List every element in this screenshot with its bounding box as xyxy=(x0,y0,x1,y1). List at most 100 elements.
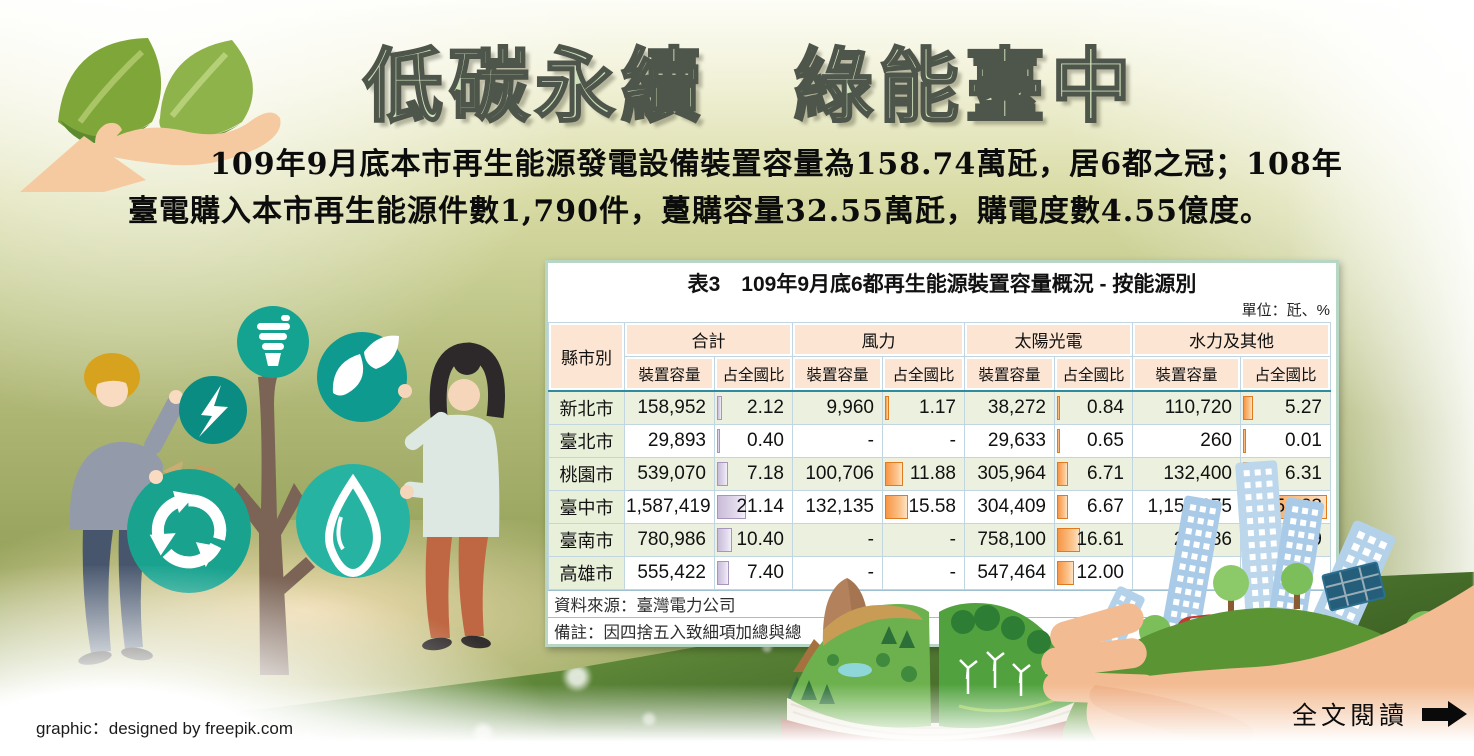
databar-lavender xyxy=(717,429,721,453)
corner-header: 縣市別 xyxy=(548,322,625,392)
national-share-cell: 5.27 xyxy=(1240,390,1331,425)
read-more-link[interactable]: 全文閱讀 xyxy=(1292,696,1468,732)
databar-orange xyxy=(1243,396,1253,420)
databar-orange xyxy=(1057,429,1061,453)
hand-with-leaves xyxy=(20,38,281,192)
databar-lavender xyxy=(717,462,729,486)
capacity-cell: 780,986 xyxy=(624,523,715,557)
cfl-bulb-icon xyxy=(237,306,309,378)
person-right xyxy=(402,342,506,651)
renewable-energy-table: 縣市別 合計 風力 太陽光電 水力及其他 裝置容量 占全國比 裝置容量 占全國比… xyxy=(548,322,1331,590)
capacity-cell: 38,272 xyxy=(964,390,1055,425)
sub-header-capacity: 裝置容量 xyxy=(624,356,715,392)
databar-lavender xyxy=(717,561,729,585)
water-drop-icon xyxy=(296,464,410,578)
national-share-cell: - xyxy=(882,523,965,557)
sub-header-capacity: 裝置容量 xyxy=(1132,356,1241,392)
databar-lavender xyxy=(717,396,722,420)
intro-paragraph: 109年9月底本市再生能源發電設備裝置容量為158.74萬瓩，居6都之冠；108… xyxy=(128,147,1343,229)
national-share-cell: 10.40 xyxy=(714,523,793,557)
solar-panel-icon xyxy=(1321,561,1386,612)
databar-orange xyxy=(1057,396,1061,420)
capacity-cell: 29,893 xyxy=(624,424,715,458)
national-share-cell: 12.00 xyxy=(1054,556,1133,590)
sub-header-capacity: 裝置容量 xyxy=(964,356,1055,392)
table-source-note: 資料來源：臺灣電力公司 xyxy=(548,590,1336,617)
hand-dot xyxy=(400,485,414,499)
capacity-cell: 547,464 xyxy=(964,556,1055,590)
databar-orange xyxy=(885,396,889,420)
capacity-cell: 304,409 xyxy=(964,490,1055,524)
national-share-cell: 7.40 xyxy=(714,556,793,590)
capacity-cell: 305,964 xyxy=(964,457,1055,491)
capacity-cell: 110,720 xyxy=(1132,390,1241,425)
capacity-cell: - xyxy=(792,424,883,458)
capacity-cell: 260 xyxy=(1132,424,1241,458)
databar-lavender xyxy=(717,528,733,552)
lightning-icon xyxy=(179,376,247,444)
sub-header-capacity: 裝置容量 xyxy=(792,356,883,392)
city-name-cell: 臺南市 xyxy=(548,523,625,557)
leaf-pair-icon xyxy=(58,38,253,144)
group-header-wind: 風力 xyxy=(792,322,965,357)
sub-header-share: 占全國比 xyxy=(1054,356,1133,392)
national-share-cell: - xyxy=(882,424,965,458)
city-name-cell: 臺北市 xyxy=(548,424,625,458)
national-share-cell: 16.61 xyxy=(1054,523,1133,557)
databar-orange xyxy=(1057,495,1068,519)
national-share-cell: 0.01 xyxy=(1240,424,1331,458)
capacity-cell: 29,633 xyxy=(964,424,1055,458)
capacity-cell: 9,960 xyxy=(792,390,883,425)
read-more-label[interactable]: 全文閱讀 xyxy=(1292,701,1409,730)
capacity-cell: 132,135 xyxy=(792,490,883,524)
city-name-cell: 高雄市 xyxy=(548,556,625,590)
sub-header-share: 占全國比 xyxy=(882,356,965,392)
capacity-cell: 555,422 xyxy=(624,556,715,590)
hand-dot xyxy=(149,470,163,484)
databar-lavender xyxy=(717,495,747,519)
databar-orange xyxy=(1057,528,1081,552)
group-header-total: 合計 xyxy=(624,322,793,357)
table-row: 桃園市 539,070 7.18 100,706 11.88 305,964 6.71 132… xyxy=(548,457,1331,491)
national-share-cell: 0.40 xyxy=(714,424,793,458)
national-share-cell: 15.58 xyxy=(882,490,965,524)
national-share-cell: 0.65 xyxy=(1054,424,1133,458)
databar-orange xyxy=(1243,429,1247,453)
national-share-cell: 0.84 xyxy=(1054,390,1133,425)
national-share-cell: 6.67 xyxy=(1054,490,1133,524)
databar-orange xyxy=(1057,561,1075,585)
capacity-cell: 1,587,419 xyxy=(624,490,715,524)
national-share-cell: 6.71 xyxy=(1054,457,1133,491)
table-header: 縣市別 合計 風力 太陽光電 水力及其他 裝置容量 占全國比 裝置容量 占全國比… xyxy=(548,322,1331,392)
databar-orange xyxy=(885,495,909,519)
arrow-right-icon[interactable] xyxy=(1422,701,1468,727)
open-palm xyxy=(20,112,281,192)
group-header-solar: 太陽光電 xyxy=(964,322,1133,357)
city-name-cell: 桃園市 xyxy=(548,457,625,491)
table-title: 表3 109年9月底6都再生能源裝置容量概況 - 按能源別 xyxy=(687,273,1197,296)
national-share-cell: - xyxy=(882,556,965,590)
leaf-icon xyxy=(317,332,407,422)
city-name-cell: 新北市 xyxy=(548,390,625,425)
capacity-cell: 132,400 xyxy=(1132,457,1241,491)
page-title: 低碳永續 綠能臺中 xyxy=(362,41,1137,133)
national-share-cell: 2.12 xyxy=(714,390,793,425)
sub-header-share: 占全國比 xyxy=(714,356,793,392)
capacity-cell: 158,952 xyxy=(624,390,715,425)
city-name-cell: 臺中市 xyxy=(548,490,625,524)
capacity-cell: 100,706 xyxy=(792,457,883,491)
sub-header-share: 占全國比 xyxy=(1240,356,1331,392)
table-row: 臺中市 1,587,419 21.14 132,135 15.58 304,409 6.67… xyxy=(548,490,1331,524)
table-body: 新北市 158,952 2.12 9,960 1.17 38,272 0.84 110,720… xyxy=(548,390,1331,590)
capacity-cell: 539,070 xyxy=(624,457,715,491)
databar-orange xyxy=(1057,462,1068,486)
national-share-cell: 1.17 xyxy=(882,390,965,425)
national-share-cell: 21.14 xyxy=(714,490,793,524)
table-row: 新北市 158,952 2.12 9,960 1.17 38,272 0.84 110,720… xyxy=(548,390,1331,425)
eco-tree-people xyxy=(69,306,506,675)
left-page-landscape xyxy=(791,604,931,728)
databar-orange xyxy=(885,462,904,486)
recycle-icon xyxy=(127,461,251,593)
graphic-credit: graphic：designed by freepik.com xyxy=(36,719,294,738)
